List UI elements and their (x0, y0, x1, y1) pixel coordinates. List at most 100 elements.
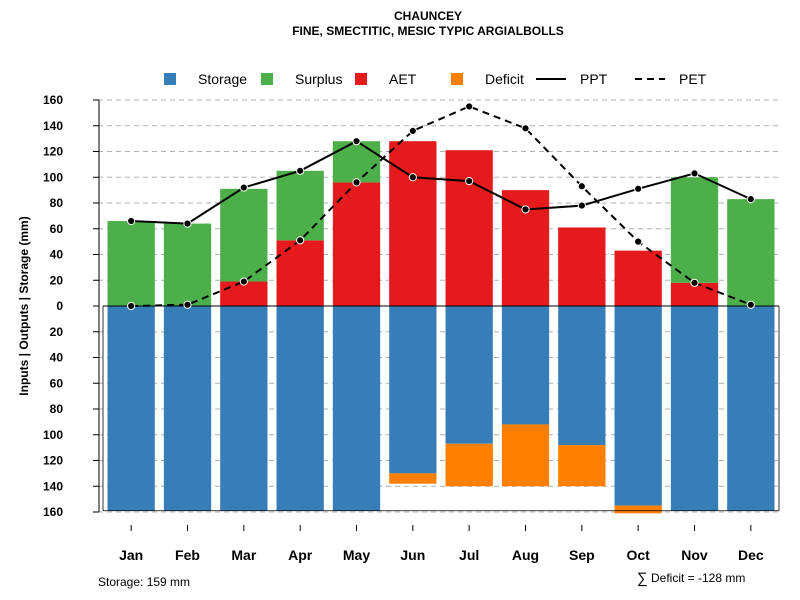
y-tick-label: 140 (43, 119, 63, 133)
month-label: Mar (231, 547, 256, 563)
storage-bar (501, 306, 550, 425)
deficit-bar (501, 424, 550, 487)
aet-bar (332, 182, 381, 306)
pet-point (239, 277, 248, 286)
y-tick-label: 100 (43, 428, 63, 442)
y-tick-label: 160 (43, 93, 63, 107)
storage-bar (332, 306, 381, 511)
aet-bar (445, 150, 493, 306)
legend-label: Deficit (485, 71, 524, 87)
surplus-bar (107, 221, 155, 306)
pet-point (408, 126, 417, 135)
deficit-bar (389, 473, 437, 484)
ppt-point (408, 173, 417, 182)
pet-point (690, 278, 699, 287)
aet-bar (614, 250, 662, 306)
month-label: Jun (400, 547, 425, 563)
surplus-bar (276, 170, 324, 241)
legend-label: AET (389, 71, 417, 87)
aet-bar (558, 227, 606, 306)
aet-bar (670, 282, 719, 306)
y-tick-label: 80 (50, 402, 64, 416)
ppt-point (183, 219, 192, 228)
storage-bar (107, 306, 155, 511)
pet-point (183, 300, 192, 309)
month-label: Dec (738, 547, 764, 563)
ppt-point (690, 169, 699, 178)
chart-title: CHAUNCEY (394, 9, 462, 23)
pet-point (634, 237, 643, 246)
ppt-point (239, 183, 248, 192)
y-tick-label: 160 (43, 505, 63, 519)
y-tick-label: 60 (50, 222, 64, 236)
ppt-point (352, 137, 361, 146)
deficit-bar (558, 445, 606, 487)
surplus-bar (220, 188, 268, 282)
y-tick-label: 40 (50, 351, 64, 365)
chart-subtitle: FINE, SMECTITIC, MESIC TYPIC ARGIALBOLLS (292, 24, 564, 38)
ppt-point (521, 205, 530, 214)
storage-bar (558, 306, 606, 446)
storage-bar (276, 306, 324, 511)
deficit-bar (614, 505, 662, 514)
deficit-bar (445, 443, 493, 487)
month-label: Oct (626, 547, 650, 563)
ppt-point (127, 216, 136, 226)
legend-label: PPT (580, 71, 608, 87)
month-label: Aug (512, 547, 539, 563)
month-label: Sep (569, 547, 595, 563)
pet-line (131, 105, 752, 307)
storage-footnote: Storage: 159 mm (98, 575, 190, 589)
ppt-line (131, 140, 752, 225)
y-tick-label: 120 (43, 454, 63, 468)
month-label: May (343, 547, 370, 563)
storage-bar (614, 306, 662, 506)
legend-swatch-surplus (261, 73, 273, 85)
y-tick-label: 20 (50, 273, 64, 287)
legend-swatch-storage (164, 73, 176, 85)
legend-label: Surplus (295, 71, 342, 87)
month-label: Apr (288, 547, 313, 563)
pet-point (352, 178, 361, 187)
ppt-point (465, 177, 474, 186)
y-tick-label: 80 (50, 196, 64, 210)
sum-symbol: ∑ (637, 570, 648, 587)
month-label: Jan (119, 547, 143, 563)
y-tick-label: 140 (43, 479, 63, 493)
legend: Storage Surplus AET Deficit PPT PET (164, 71, 707, 87)
bars (102, 141, 780, 514)
legend-label: Storage (198, 71, 247, 87)
month-label: Jul (459, 547, 479, 563)
storage-bar (727, 306, 775, 511)
ppt-point (634, 184, 643, 193)
storage-bar (220, 306, 268, 511)
storage-bar (389, 306, 437, 474)
storage-bar (445, 306, 493, 444)
pet-point (296, 236, 305, 245)
lines (127, 102, 755, 311)
gridlines (98, 99, 779, 513)
pet-point (465, 102, 474, 111)
ppt-point (296, 166, 305, 175)
ppt-point (577, 201, 586, 210)
axes: 160 140 120 100 80 60 40 20 0 20 40 60 80 100 120 140 16… (43, 93, 764, 563)
y-tick-label: 120 (43, 145, 63, 159)
deficit-footnote: Deficit = -128 mm (651, 571, 745, 585)
surplus-bar (163, 223, 212, 306)
month-label: Nov (681, 547, 708, 563)
y-axis-label: Inputs | Outputs | Storage (mm) (17, 216, 31, 395)
pet-point (746, 300, 755, 309)
y-tick-label: 0 (56, 299, 63, 313)
storage-bar (670, 306, 719, 511)
ppt-point (746, 195, 755, 204)
legend-swatch-deficit (451, 73, 463, 85)
y-tick-label: 40 (50, 248, 64, 262)
pet-point (127, 301, 136, 311)
storage-bar (163, 306, 212, 511)
y-tick-label: 20 (50, 325, 64, 339)
pet-point (577, 182, 586, 191)
legend-swatch-aet (355, 73, 367, 85)
aet-bar (276, 240, 324, 306)
surplus-bar (727, 199, 775, 306)
y-tick-label: 60 (50, 376, 64, 390)
